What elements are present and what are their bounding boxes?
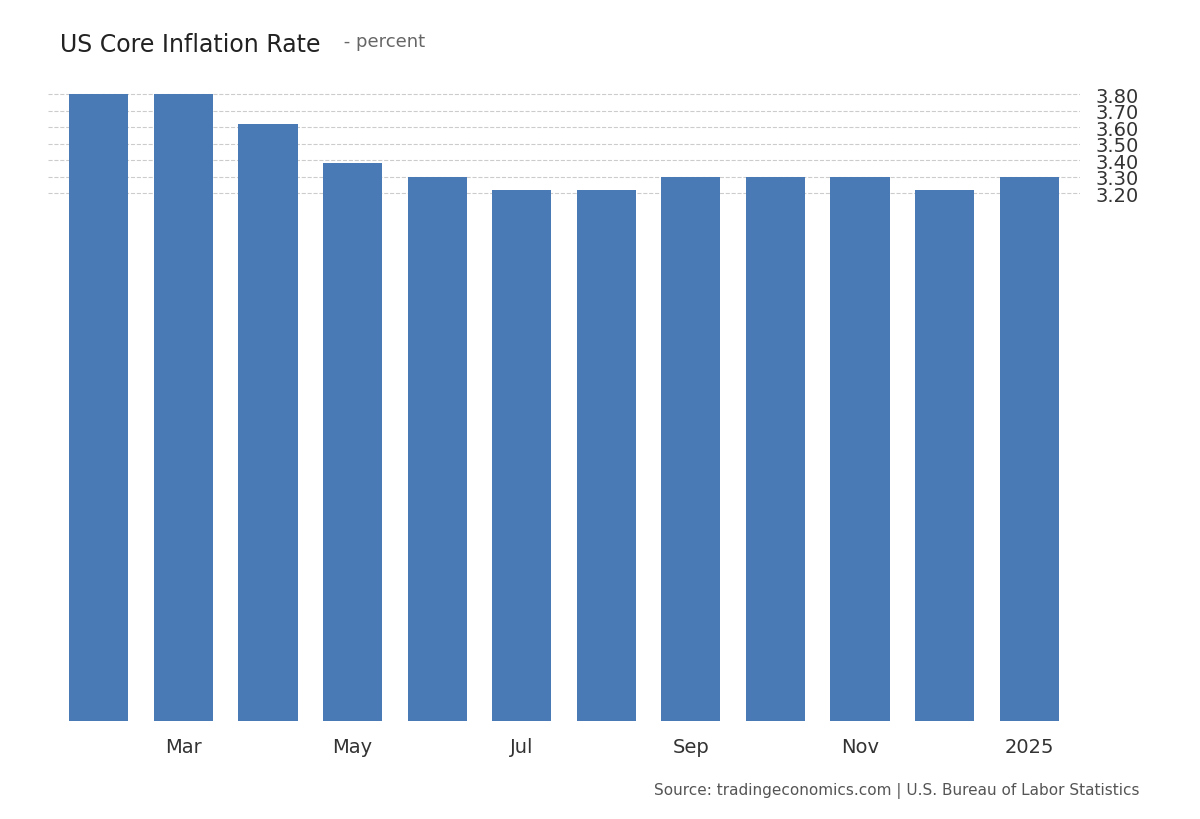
Bar [661, 178, 720, 721]
Bar [492, 191, 551, 721]
Bar [323, 165, 382, 721]
Bar [239, 124, 298, 721]
Text: - percent: - percent [338, 33, 426, 51]
Bar [916, 191, 974, 721]
Bar [746, 178, 805, 721]
Bar [830, 178, 889, 721]
Bar [1000, 178, 1058, 721]
Text: US Core Inflation Rate: US Core Inflation Rate [60, 33, 320, 57]
Bar [408, 178, 467, 721]
Bar [577, 191, 636, 721]
Bar [70, 95, 128, 721]
Bar [154, 95, 212, 721]
Text: Source: tradingeconomics.com | U.S. Bureau of Labor Statistics: Source: tradingeconomics.com | U.S. Bure… [654, 782, 1140, 799]
